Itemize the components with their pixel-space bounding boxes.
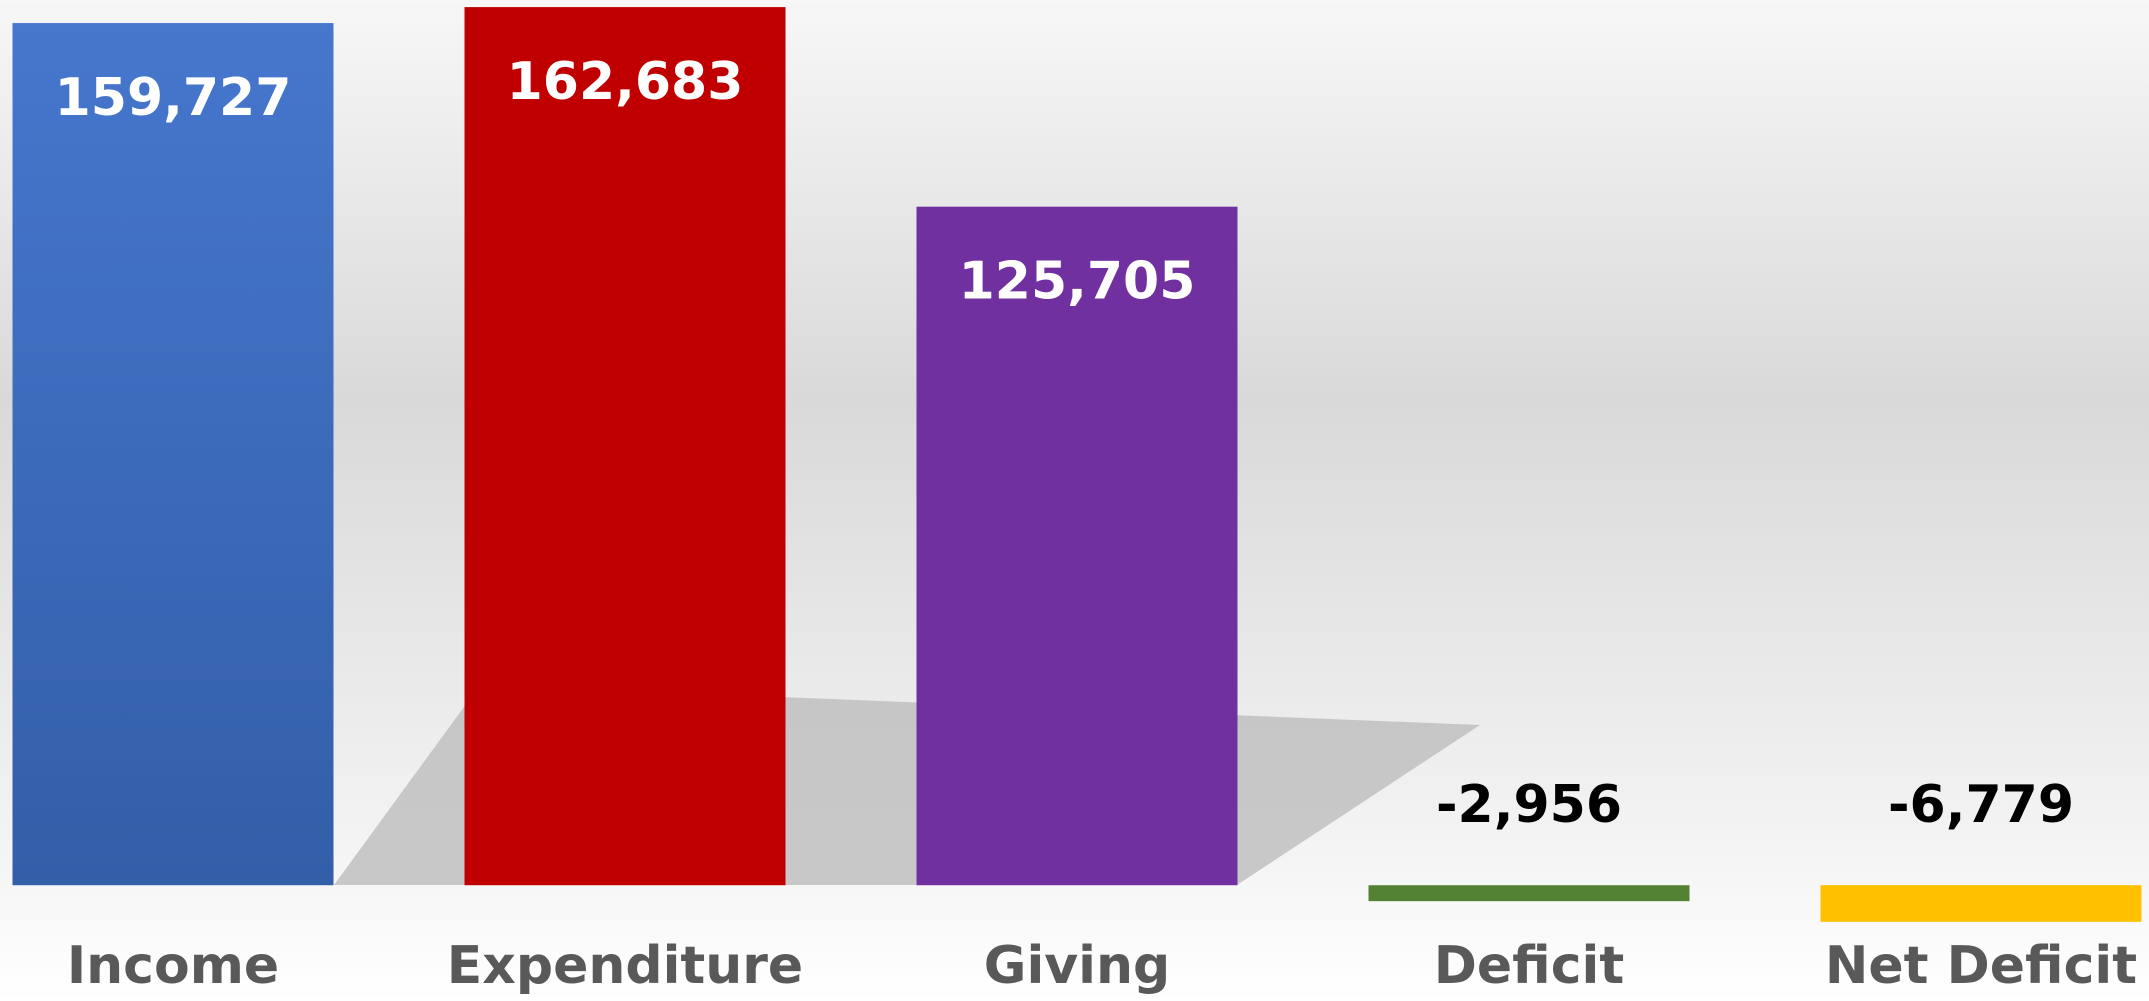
data-label: 125,705 — [959, 252, 1196, 312]
data-label: 159,727 — [55, 68, 292, 128]
bar — [12, 23, 334, 886]
x-tick-label: Expenditure — [447, 936, 803, 996]
bar — [1820, 885, 2142, 922]
x-tick-label: Net Deficit — [1825, 936, 2137, 996]
x-tick-label: Giving — [984, 936, 1170, 996]
x-tick-label: Income — [67, 936, 279, 996]
x-tick-label: Deficit — [1434, 936, 1624, 996]
bar — [916, 206, 1238, 886]
bar — [464, 7, 786, 886]
bar — [1368, 885, 1690, 902]
data-label: -6,779 — [1888, 775, 2074, 835]
data-label: 162,683 — [507, 52, 744, 112]
data-label: -2,956 — [1436, 775, 1622, 835]
